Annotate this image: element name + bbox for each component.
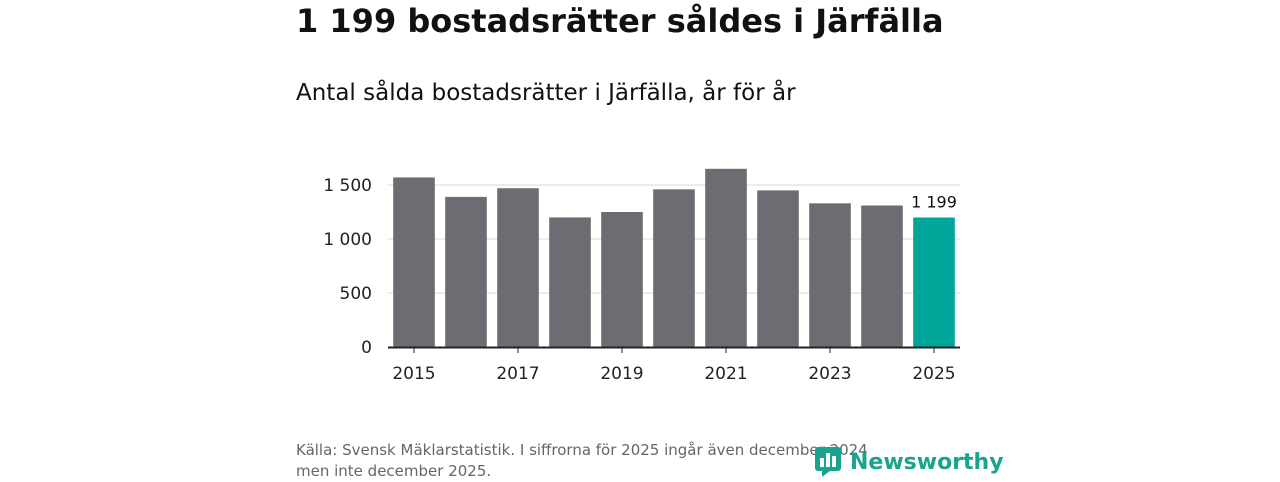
- bar: [653, 189, 695, 347]
- x-tick-label: 2019: [600, 364, 643, 384]
- x-tick-label: 2021: [704, 364, 747, 384]
- source-line-1: Källa: Svensk Mäklarstatistik. I siffror…: [296, 441, 868, 459]
- x-tick-label: 2023: [808, 364, 851, 384]
- y-tick-label: 1 000: [323, 230, 372, 250]
- bar: [445, 196, 487, 347]
- x-tick-label: 2015: [392, 364, 435, 384]
- bar: [705, 168, 747, 347]
- x-tick-label: 2017: [496, 364, 539, 384]
- bar: [549, 217, 591, 347]
- bar: [757, 190, 799, 347]
- bar: [861, 205, 903, 347]
- bar: [393, 177, 435, 347]
- y-tick-label: 0: [361, 338, 372, 358]
- data-label: 1 199: [911, 193, 957, 212]
- newsworthy-logo-text: Newsworthy: [850, 449, 1004, 475]
- x-tick-label: 2025: [912, 364, 955, 384]
- bar: [913, 217, 955, 347]
- chart-subtitle: Antal sålda bostadsrätter i Järfälla, år…: [296, 80, 796, 106]
- bar: [497, 188, 539, 347]
- y-tick-label: 1 500: [323, 176, 372, 196]
- bar: [601, 212, 643, 347]
- bar: [809, 203, 851, 347]
- y-tick-label: 500: [340, 284, 372, 304]
- newsworthy-logo: Newsworthy: [814, 446, 1004, 478]
- source-line-2: men inte december 2025.: [296, 462, 492, 480]
- source-note: Källa: Svensk Mäklarstatistik. I siffror…: [296, 440, 956, 482]
- newsworthy-logo-icon: [815, 447, 841, 477]
- chart-headline: 1 199 bostadsrätter såldes i Järfälla: [296, 2, 944, 40]
